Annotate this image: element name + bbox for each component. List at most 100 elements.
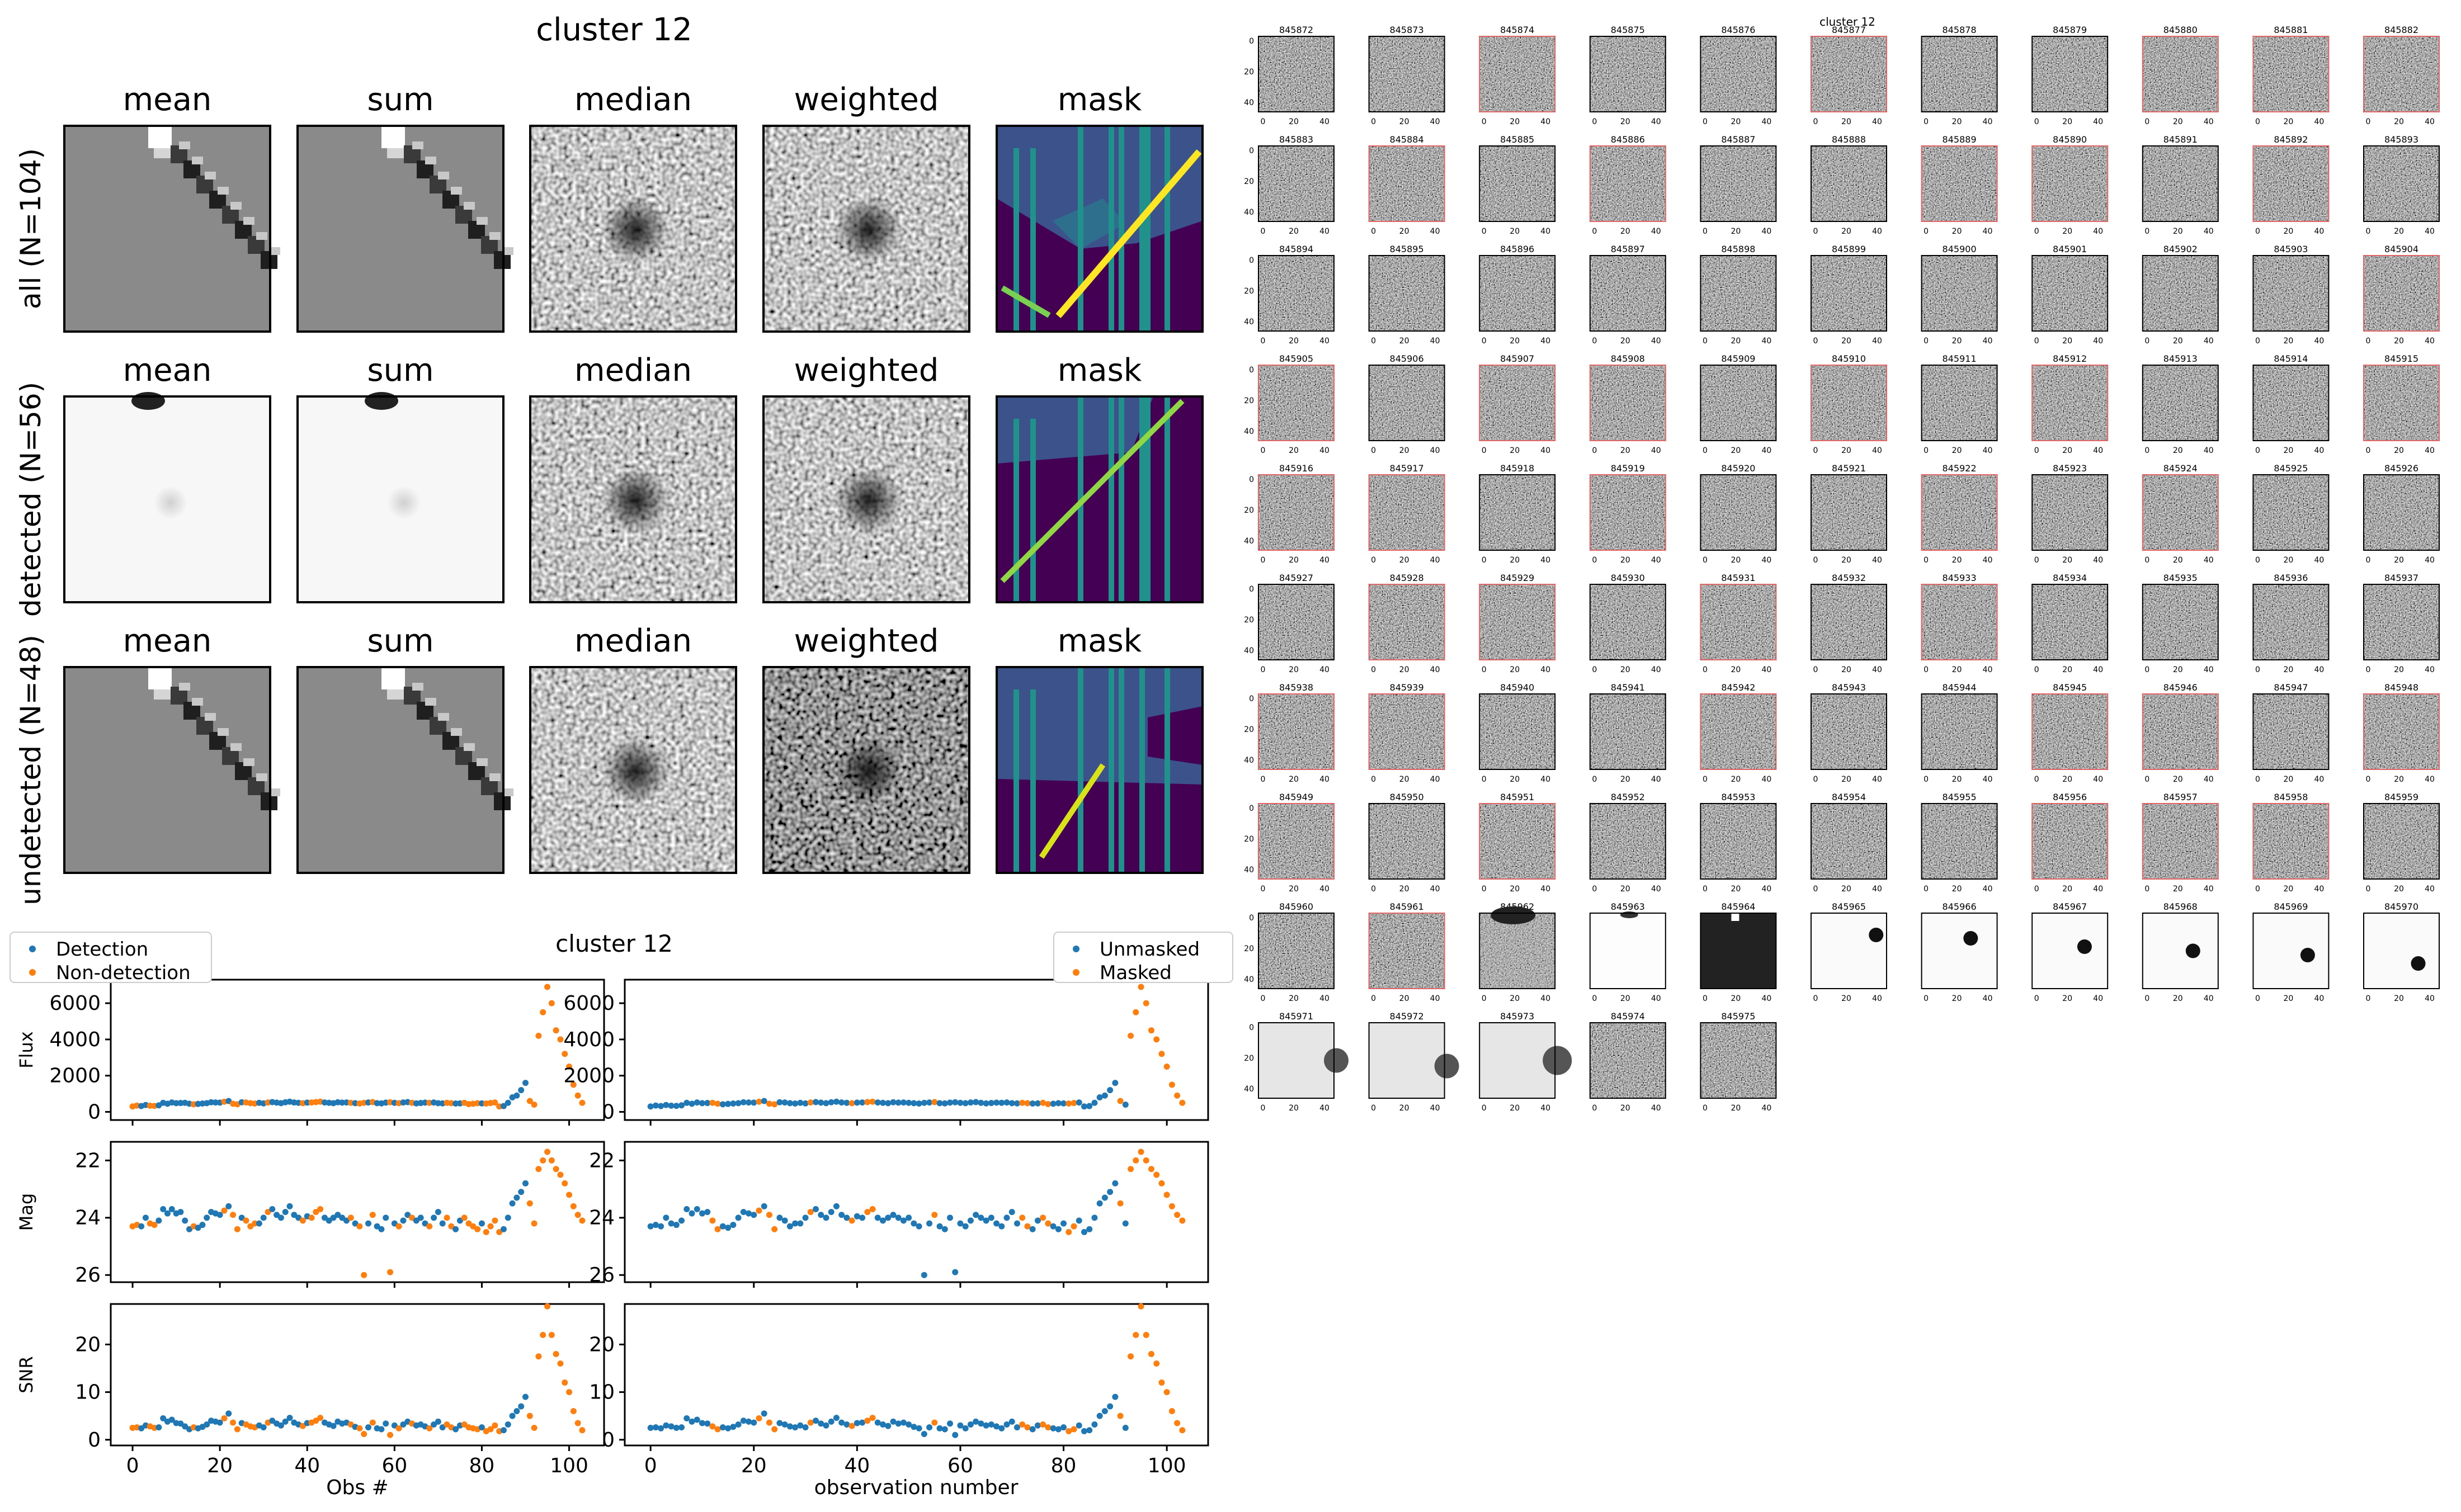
point-orange xyxy=(562,1379,568,1386)
point-blue xyxy=(673,1222,680,1228)
point-orange xyxy=(579,1217,586,1224)
cutout-frame xyxy=(2363,474,2440,551)
cutout-thumbnail: 845922 0 20 40 xyxy=(1921,463,1998,565)
cutout-y-tick: 0 xyxy=(1249,37,1254,46)
cutout-x-tick: 20 xyxy=(2173,556,2183,565)
cutout-label: 845907 xyxy=(1500,353,1534,364)
point-orange xyxy=(807,1099,814,1106)
cutout-x-tick: 20 xyxy=(1952,885,1962,894)
cutout-thumbnail: 845947 0 20 40 xyxy=(2252,682,2330,784)
cutout-thumbnail: 845895 0 20 40 xyxy=(1368,244,1445,346)
cutout-x-tick: 20 xyxy=(1510,227,1520,236)
point-blue xyxy=(1112,1080,1119,1086)
cutout-x-tick: 40 xyxy=(1872,337,1882,346)
stack-column-heading: mask xyxy=(1058,82,1142,118)
point-orange xyxy=(461,1215,468,1221)
point-blue xyxy=(833,1203,840,1209)
point-orange xyxy=(230,1419,237,1426)
point-blue xyxy=(740,1209,747,1215)
x-tick-label: 20 xyxy=(207,1454,233,1477)
point-orange xyxy=(1153,1036,1160,1043)
lightcurve-title: cluster 12 xyxy=(555,930,673,957)
point-orange xyxy=(243,1217,249,1224)
point-blue xyxy=(941,1100,948,1107)
cutout-label: 845931 xyxy=(1721,573,1755,583)
cutout-label: 845887 xyxy=(1721,134,1755,145)
cutout-x-tick: 20 xyxy=(1510,556,1520,565)
point-blue xyxy=(962,1100,969,1107)
cutout-frame xyxy=(2142,145,2219,222)
cutout-thumbnail: 845974 0 20 40 xyxy=(1589,1011,1666,1113)
point-blue xyxy=(797,1099,804,1106)
cutout-x-tick: 40 xyxy=(2093,556,2103,565)
point-orange xyxy=(483,1228,489,1235)
cutout-thumbnail: 845935 0 20 40 xyxy=(2142,573,2219,674)
point-blue xyxy=(854,1213,860,1220)
cutout-x-tick: 0 xyxy=(1813,994,1818,1003)
cutout-x-tick: 20 xyxy=(2394,994,2404,1003)
point-blue xyxy=(1101,1092,1108,1099)
cutout-x-tick: 0 xyxy=(1592,885,1597,894)
stack-image-mask xyxy=(997,126,1203,332)
cutout-x-tick: 40 xyxy=(1319,775,1329,784)
cutout-thumbnail: 845944 0 20 40 xyxy=(1921,682,1998,784)
cutout-x-tick: 40 xyxy=(2204,117,2214,126)
cutout-thumbnail: 845955 0 20 40 xyxy=(1921,792,1998,894)
point-blue xyxy=(792,1424,799,1431)
y-tick-label: 4000 xyxy=(49,1028,101,1051)
point-blue xyxy=(973,1099,979,1105)
legend-box xyxy=(10,932,212,983)
cutout-x-tick: 20 xyxy=(1399,994,1409,1003)
point-blue xyxy=(802,1215,809,1221)
point-blue xyxy=(330,1215,337,1221)
cutout-thumbnail: 845919 0 20 40 xyxy=(1589,463,1666,565)
point-blue xyxy=(186,1226,192,1232)
cutout-label: 845902 xyxy=(2163,244,2198,254)
cutout-x-tick: 0 xyxy=(1371,885,1376,894)
point-blue xyxy=(916,1223,922,1230)
point-blue xyxy=(946,1215,953,1221)
cutout-label: 845890 xyxy=(2053,134,2087,145)
cutout-x-tick: 0 xyxy=(1261,775,1266,784)
legend-entry: Non-detection xyxy=(56,962,191,984)
point-blue xyxy=(365,1424,372,1431)
point-orange xyxy=(548,1157,555,1164)
point-blue xyxy=(663,1215,670,1221)
cutout-label: 845897 xyxy=(1611,244,1645,254)
point-orange xyxy=(579,1427,586,1434)
cutout-thumbnail: 845953 0 20 40 xyxy=(1700,792,1777,894)
point-orange xyxy=(470,1223,477,1230)
cutout-frame xyxy=(1368,145,1445,222)
cutout-x-tick: 40 xyxy=(1761,775,1771,784)
point-orange xyxy=(570,1081,577,1088)
cutout-thumbnail: 845891 0 20 40 xyxy=(2142,134,2219,236)
point-blue xyxy=(880,1099,887,1106)
cutout-x-tick: 20 xyxy=(2173,117,2183,126)
point-blue xyxy=(880,1421,887,1428)
y-tick-label: 0 xyxy=(602,1100,615,1123)
cutout-x-tick: 40 xyxy=(1540,885,1550,894)
stack-image-frame xyxy=(529,125,737,333)
point-orange xyxy=(1148,1350,1154,1357)
cutout-x-tick: 40 xyxy=(1983,337,1993,346)
x-tick-label: 0 xyxy=(644,1454,657,1477)
point-blue xyxy=(1055,1100,1062,1107)
point-blue xyxy=(160,1206,167,1212)
point-blue xyxy=(439,1220,446,1227)
point-blue xyxy=(352,1220,359,1227)
point-orange xyxy=(444,1215,450,1221)
cutout-frame xyxy=(2363,913,2440,989)
cutout-x-tick: 0 xyxy=(1592,665,1597,674)
legend-entry: Unmasked xyxy=(1100,938,1200,961)
cutout-x-tick: 20 xyxy=(1510,1104,1520,1113)
cutout-x-tick: 0 xyxy=(1482,1104,1487,1113)
cutout-frame xyxy=(1921,693,1998,770)
cutout-x-tick: 20 xyxy=(1289,227,1299,236)
cutout-x-tick: 40 xyxy=(1540,446,1550,455)
point-blue xyxy=(182,1217,188,1224)
cutout-x-tick: 40 xyxy=(2093,885,2103,894)
cutout-x-tick: 0 xyxy=(1371,665,1376,674)
cutout-frame xyxy=(1479,145,1556,222)
point-orange xyxy=(492,1099,498,1106)
